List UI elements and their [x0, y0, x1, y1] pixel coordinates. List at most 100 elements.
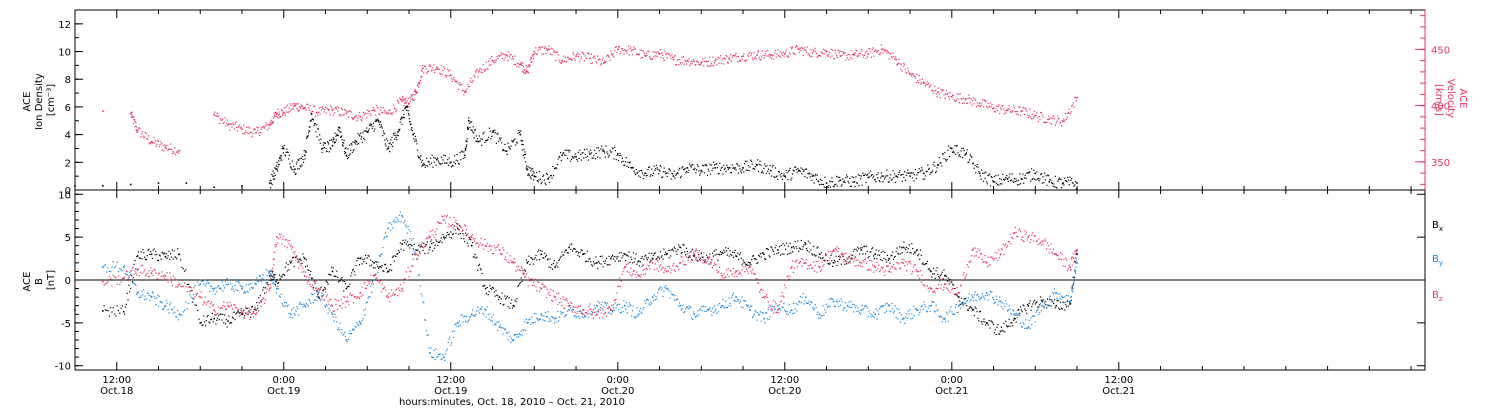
fill-point-By	[736, 300, 738, 302]
fill-point-density	[916, 174, 918, 176]
fill-point-density	[333, 142, 336, 144]
fill-point-density	[555, 166, 557, 169]
data-point-velocity	[881, 48, 884, 51]
fill-point-density	[307, 135, 309, 138]
fill-point-density	[599, 157, 601, 159]
fill-point-density	[910, 172, 912, 174]
fill-point-Bx	[167, 255, 169, 257]
fill-point-Bx	[442, 233, 444, 236]
fill-point-By	[397, 218, 399, 220]
fill-point-velocity	[267, 124, 269, 126]
fill-point-By	[974, 291, 976, 293]
data-point-velocity	[505, 54, 508, 56]
fill-point-density	[479, 140, 481, 142]
fill-point-Bx	[362, 258, 364, 261]
fill-point-Bx	[940, 273, 942, 275]
fill-point-density	[492, 129, 494, 132]
fill-point-By	[905, 316, 907, 318]
fill-point-By	[694, 316, 696, 318]
fill-point-Bx	[925, 262, 928, 265]
fill-point-By	[955, 304, 957, 306]
fill-point-Bx	[892, 251, 894, 253]
data-point-Bx	[971, 309, 974, 311]
fill-point-Bx	[728, 255, 730, 257]
fill-point-density	[486, 139, 488, 141]
fill-point-density	[687, 171, 689, 174]
fill-point-density	[297, 168, 299, 170]
fill-point-density	[1037, 178, 1040, 180]
fill-point-By	[220, 288, 222, 290]
fill-point-velocity	[962, 102, 964, 105]
fill-point-Bx	[260, 301, 262, 303]
data-point-Bz	[102, 280, 104, 283]
data-point-velocity	[728, 57, 730, 60]
fill-point-By	[753, 313, 755, 315]
fill-point-density	[668, 168, 670, 170]
fill-point-velocity	[1033, 116, 1035, 118]
fill-point-density	[386, 148, 388, 150]
fill-point-velocity	[545, 52, 547, 55]
fill-point-By	[971, 294, 973, 296]
fill-point-By	[861, 304, 863, 307]
fill-point-density	[1009, 173, 1011, 175]
fill-point-By	[214, 293, 216, 295]
fill-point-velocity	[297, 109, 299, 111]
fill-point-density	[411, 130, 414, 132]
fill-point-velocity	[1060, 125, 1063, 127]
fill-point-By	[1026, 327, 1029, 329]
fill-point-velocity	[751, 57, 753, 59]
fill-point-density	[345, 151, 347, 154]
data-point-By	[971, 296, 974, 298]
fill-point-By	[793, 312, 795, 314]
fill-point-velocity	[685, 63, 688, 65]
fill-point-Bx	[939, 277, 941, 279]
fill-point-density	[334, 132, 336, 134]
fill-point-density	[853, 176, 855, 179]
fill-point-By	[984, 298, 986, 300]
fill-point-velocity	[803, 49, 805, 51]
fill-point-By	[870, 316, 872, 318]
fill-point-velocity	[454, 80, 457, 82]
fill-point-By	[413, 250, 415, 252]
fill-point-density	[420, 155, 422, 157]
fill-point-velocity	[888, 58, 890, 60]
fill-point-Bx	[231, 316, 234, 318]
data-point-Bx	[874, 253, 877, 256]
fill-point-velocity	[541, 53, 543, 55]
data-point-density	[881, 175, 884, 177]
fill-point-density	[906, 172, 908, 174]
fill-point-Bx	[987, 324, 989, 326]
fill-point-Bx	[380, 266, 382, 269]
fill-point-By	[106, 271, 108, 273]
fill-point-velocity	[958, 93, 960, 95]
fill-point-density	[345, 147, 347, 149]
fill-point-density	[957, 152, 959, 154]
fill-point-Bx	[927, 268, 929, 270]
fill-point-By	[478, 312, 481, 314]
fill-point-By	[752, 315, 755, 317]
data-point-By	[373, 279, 376, 281]
fill-point-velocity	[474, 76, 476, 78]
fill-point-velocity	[471, 81, 473, 83]
fill-point-Bx	[910, 252, 912, 254]
fill-point-By	[972, 299, 975, 302]
fill-point-velocity	[465, 91, 467, 93]
fill-point-Bx	[905, 246, 908, 248]
fill-point-By	[130, 273, 132, 276]
fill-point-Bx	[353, 271, 355, 273]
fill-point-Bx	[507, 306, 509, 308]
fill-point-density	[1016, 180, 1018, 182]
fill-point-Bx	[314, 282, 316, 284]
fill-point-By	[288, 312, 290, 314]
fill-point-By	[539, 318, 541, 320]
fill-point-density	[319, 134, 321, 136]
time-tick-label: 12:00	[102, 375, 131, 386]
fill-point-velocity	[940, 89, 942, 91]
fill-point-By	[740, 306, 742, 308]
fill-point-density	[329, 139, 331, 142]
fill-point-By	[652, 300, 655, 302]
data-point-density	[728, 167, 730, 169]
fill-point-velocity	[232, 124, 235, 126]
fill-point-Bx	[745, 263, 747, 265]
